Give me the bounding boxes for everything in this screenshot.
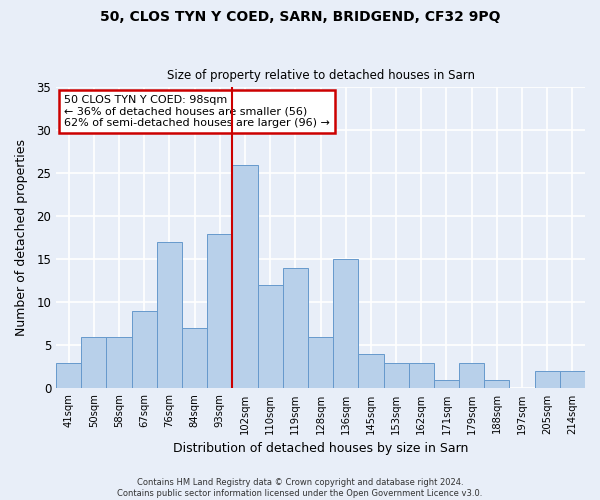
- Bar: [106, 337, 131, 388]
- Bar: [560, 371, 585, 388]
- Bar: [56, 362, 81, 388]
- Bar: [207, 234, 232, 388]
- Bar: [484, 380, 509, 388]
- Y-axis label: Number of detached properties: Number of detached properties: [15, 140, 28, 336]
- X-axis label: Distribution of detached houses by size in Sarn: Distribution of detached houses by size …: [173, 442, 468, 455]
- Bar: [131, 311, 157, 388]
- Bar: [358, 354, 383, 388]
- Bar: [383, 362, 409, 388]
- Bar: [535, 371, 560, 388]
- Bar: [157, 242, 182, 388]
- Bar: [308, 337, 333, 388]
- Bar: [257, 285, 283, 389]
- Title: Size of property relative to detached houses in Sarn: Size of property relative to detached ho…: [167, 69, 475, 82]
- Bar: [232, 165, 257, 388]
- Bar: [182, 328, 207, 388]
- Bar: [434, 380, 459, 388]
- Text: Contains HM Land Registry data © Crown copyright and database right 2024.
Contai: Contains HM Land Registry data © Crown c…: [118, 478, 482, 498]
- Bar: [409, 362, 434, 388]
- Bar: [333, 260, 358, 388]
- Bar: [81, 337, 106, 388]
- Text: 50, CLOS TYN Y COED, SARN, BRIDGEND, CF32 9PQ: 50, CLOS TYN Y COED, SARN, BRIDGEND, CF3…: [100, 10, 500, 24]
- Bar: [283, 268, 308, 388]
- Text: 50 CLOS TYN Y COED: 98sqm
← 36% of detached houses are smaller (56)
62% of semi-: 50 CLOS TYN Y COED: 98sqm ← 36% of detac…: [64, 95, 330, 128]
- Bar: [459, 362, 484, 388]
